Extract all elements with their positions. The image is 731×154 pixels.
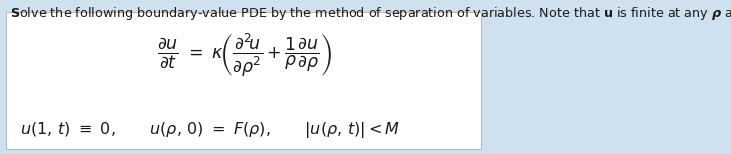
FancyBboxPatch shape — [6, 12, 481, 149]
Text: $u(1,\,t) \ \equiv \ 0, \qquad u(\rho,\,0) \ = \ F(\rho), \qquad |u(\rho,\,t)| <: $u(1,\,t) \ \equiv \ 0, \qquad u(\rho,\,… — [20, 120, 401, 140]
Text: $\dfrac{\partial u}{\partial t} \ = \ \kappa\!\left(\dfrac{\partial^2\! u}{\part: $\dfrac{\partial u}{\partial t} \ = \ \k… — [157, 31, 333, 78]
Text: $\mathbf{S}$olve the following boundary-value PDE by the method of separation of: $\mathbf{S}$olve the following boundary-… — [10, 5, 731, 22]
